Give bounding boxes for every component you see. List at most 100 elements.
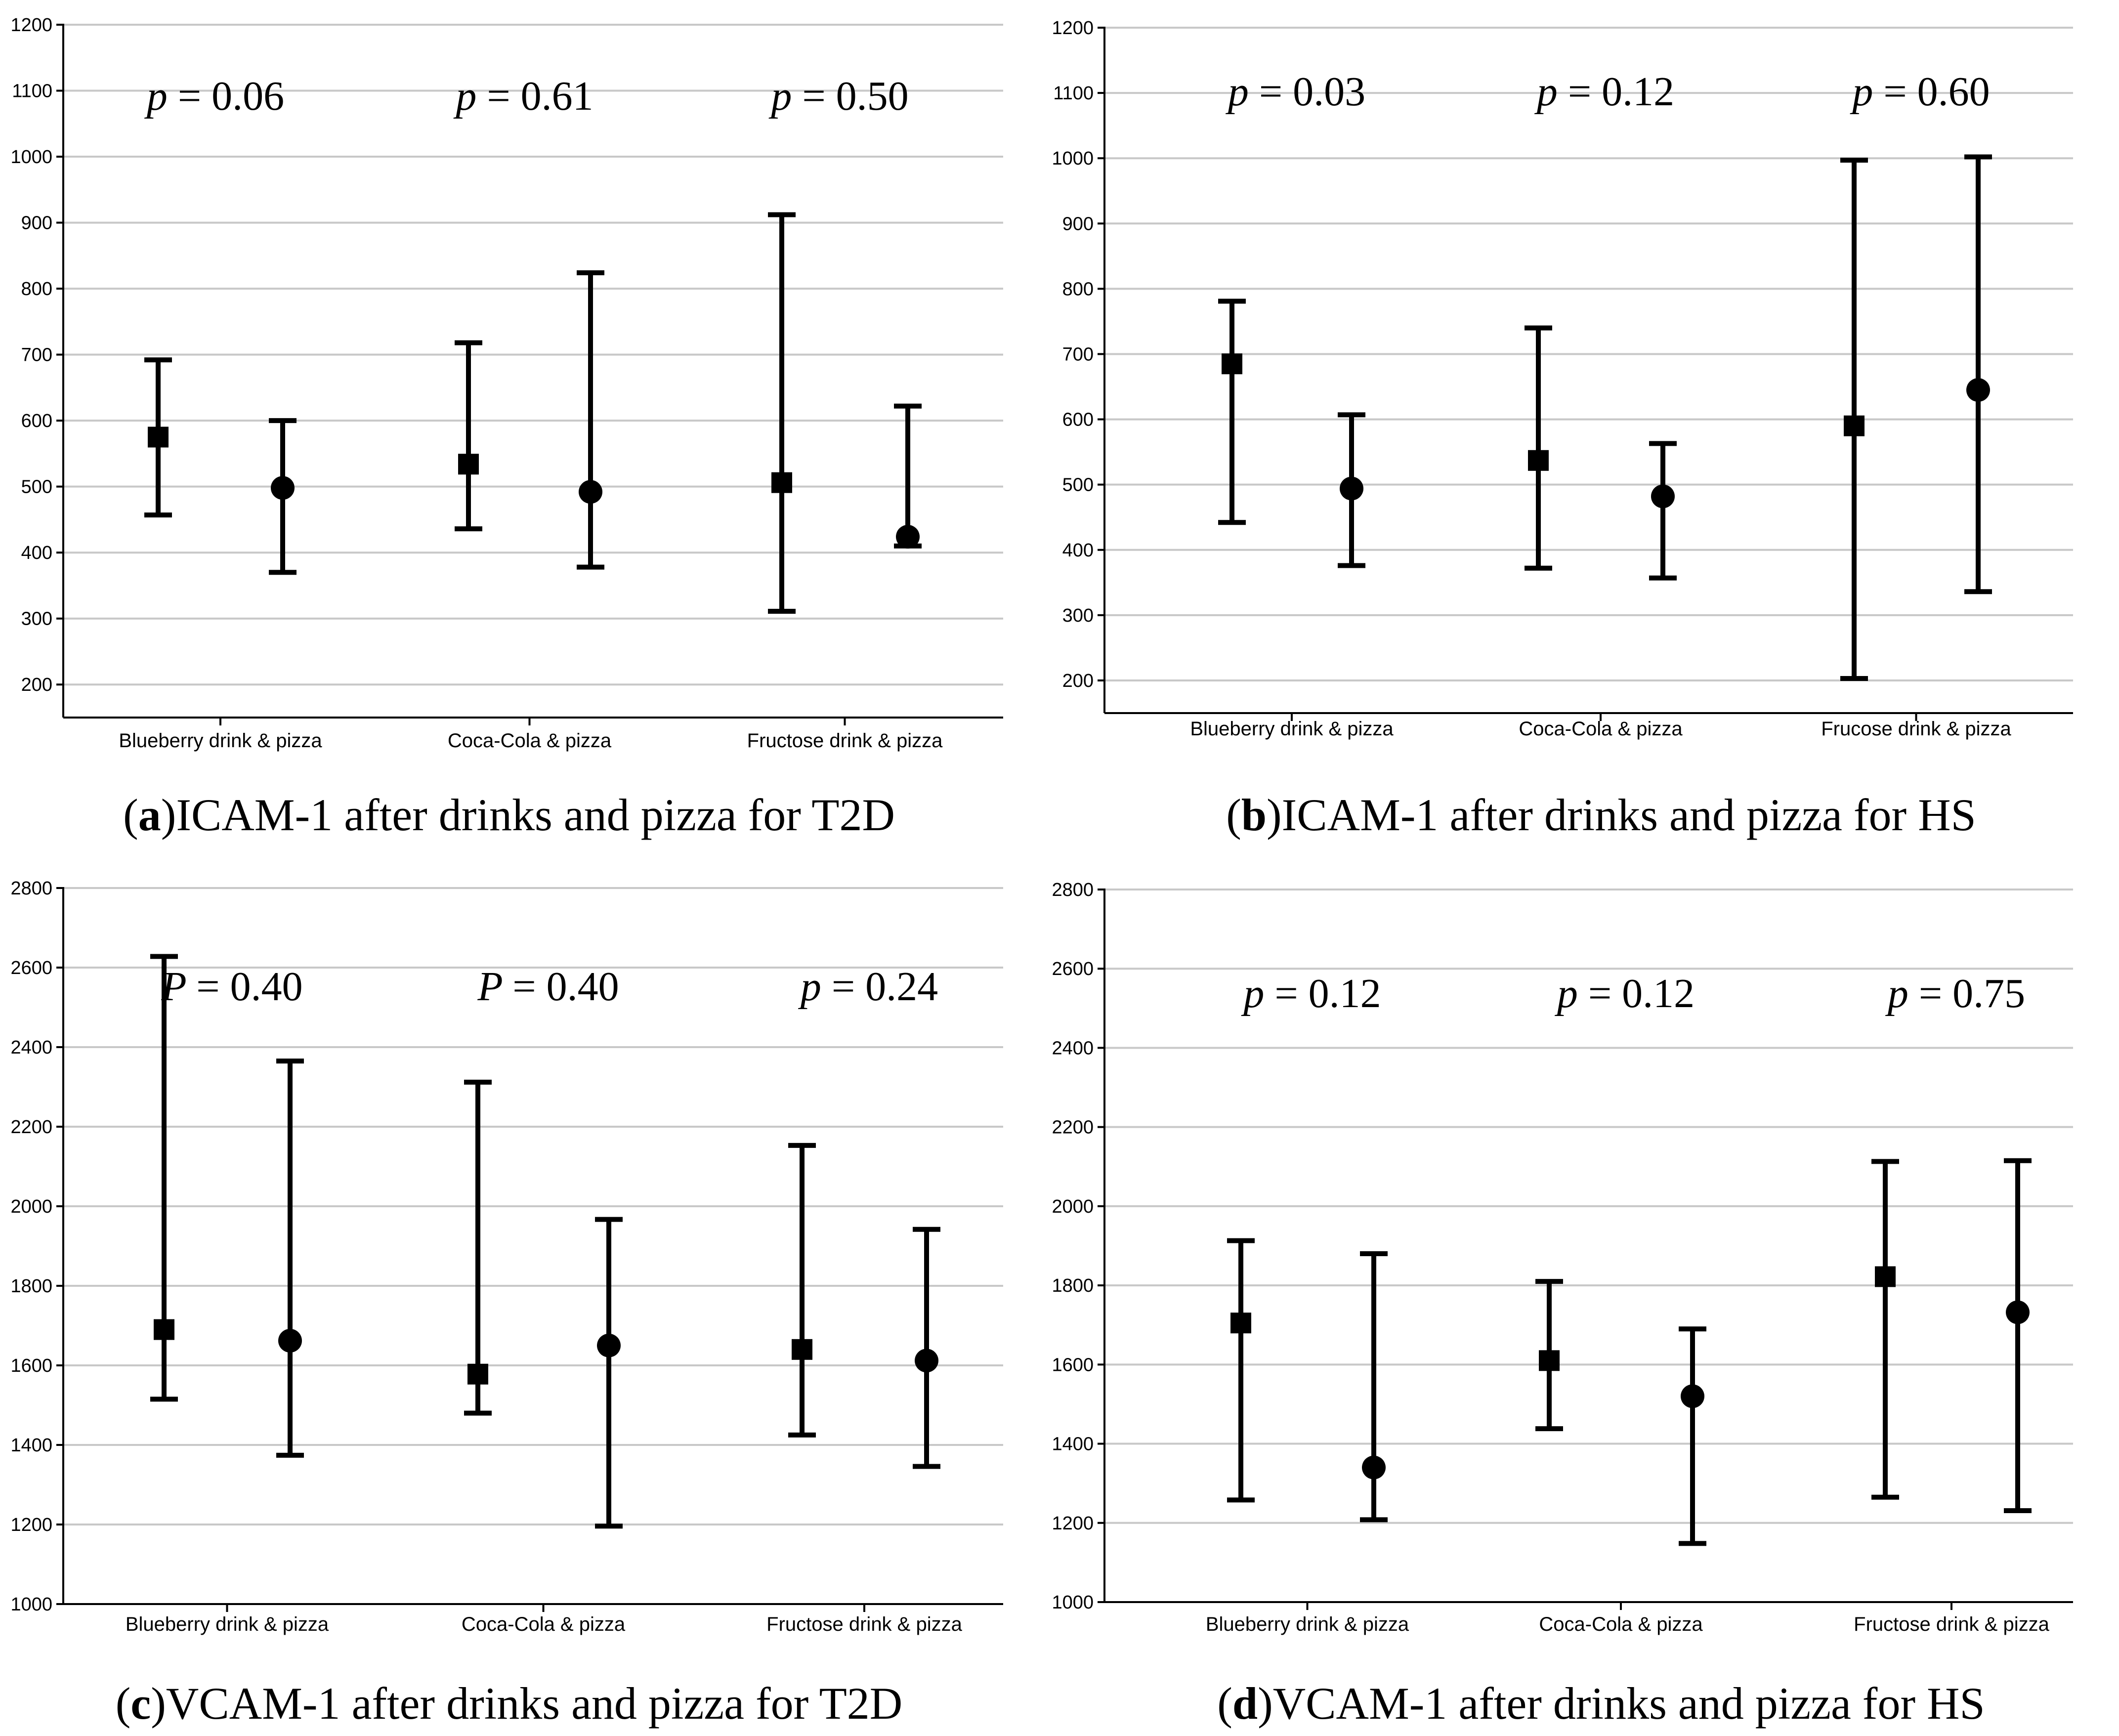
y-tick-label: 700 bbox=[21, 345, 52, 366]
y-tick-label: 2600 bbox=[10, 958, 52, 978]
y-tick-label: 200 bbox=[1062, 671, 1094, 691]
chart-panel-b: 200 300 400 500 600 700 800 900 1000 1100 1200 Blue… bbox=[1052, 18, 2073, 840]
mean-marker-circle bbox=[278, 1329, 302, 1353]
y-tick-label: 800 bbox=[1062, 279, 1094, 299]
y-tick-label: 1100 bbox=[1053, 83, 1094, 104]
p-value-number: = 0.03 bbox=[1259, 69, 1365, 115]
y-tick-label: 1400 bbox=[10, 1435, 52, 1456]
y-tick-label: 1800 bbox=[10, 1276, 52, 1297]
p-value-letter: P bbox=[477, 964, 512, 1010]
chart-panel-d: 1000 1200 1400 1600 1800 2000 2200 2400 2600 2800… bbox=[1052, 880, 2073, 1729]
category-label: Coca-Cola & pizza bbox=[1539, 1613, 1703, 1635]
caption-text: )ICAM-1 after drinks and pizza for T2D bbox=[161, 790, 895, 840]
p-value-label: p = 0.06 bbox=[144, 73, 284, 119]
category-label: Blueberry drink & pizza bbox=[126, 1613, 329, 1635]
p-value-label: p = 0.03 bbox=[1226, 69, 1365, 115]
mean-marker-square bbox=[1539, 1350, 1560, 1371]
mean-marker-square bbox=[1230, 1313, 1251, 1334]
y-tick-label: 1000 bbox=[1052, 1592, 1094, 1613]
category-label: Coca-Cola & pizza bbox=[1519, 718, 1683, 740]
mean-marker-square bbox=[792, 1339, 812, 1360]
y-tick-label: 1600 bbox=[1052, 1355, 1094, 1375]
mean-marker-circle bbox=[915, 1349, 938, 1373]
p-value-label: p = 0.61 bbox=[453, 73, 593, 119]
caption-letter: a bbox=[138, 790, 161, 840]
y-tick-label: 900 bbox=[1062, 213, 1094, 234]
p-value-label: p = 0.12 bbox=[1534, 69, 1674, 115]
y-tick-label: 1000 bbox=[10, 147, 52, 168]
y-tick-label: 300 bbox=[21, 609, 52, 630]
y-tick-label: 2400 bbox=[10, 1037, 52, 1058]
category-label: Blueberry drink & pizza bbox=[119, 730, 322, 752]
mean-marker-square bbox=[1844, 415, 1865, 436]
y-tick-label: 2400 bbox=[1052, 1038, 1094, 1059]
y-tick-label: 2200 bbox=[1052, 1117, 1094, 1138]
caption-paren-open: ( bbox=[123, 790, 138, 840]
panel-caption: (b)ICAM-1 after drinks and pizza for HS bbox=[1226, 790, 1976, 840]
p-value-number: = 0.24 bbox=[832, 964, 938, 1010]
y-tick-label: 2800 bbox=[10, 878, 52, 899]
p-value-number: = 0.06 bbox=[178, 73, 284, 119]
p-value-letter: p bbox=[768, 73, 802, 119]
y-tick-label: 1400 bbox=[1052, 1434, 1094, 1455]
y-tick-label: 500 bbox=[21, 477, 52, 498]
y-tick-label: 1200 bbox=[10, 15, 52, 36]
p-value-number: = 0.12 bbox=[1588, 971, 1695, 1016]
p-value-number: = 0.40 bbox=[512, 964, 619, 1010]
p-value-label: p = 0.12 bbox=[1555, 971, 1695, 1016]
category-label: Coca-Cola & pizza bbox=[448, 730, 612, 752]
mean-marker-square bbox=[1222, 353, 1242, 375]
p-value-label: p = 0.60 bbox=[1850, 69, 1990, 115]
y-tick-label: 1800 bbox=[1052, 1275, 1094, 1296]
mean-marker-square bbox=[154, 1319, 174, 1340]
y-tick-label: 400 bbox=[1062, 540, 1094, 561]
p-value-letter: p bbox=[1226, 69, 1259, 115]
p-value-number: = 0.61 bbox=[487, 73, 593, 119]
mean-marker-circle bbox=[1340, 476, 1363, 501]
p-value-number: = 0.50 bbox=[802, 73, 908, 119]
mean-marker-square bbox=[467, 1363, 488, 1385]
caption-letter: c bbox=[130, 1678, 151, 1729]
category-label: Blueberry drink & pizza bbox=[1206, 1613, 1409, 1635]
caption-text: )VCAM-1 after drinks and pizza for HS bbox=[1258, 1678, 1985, 1729]
caption-paren-open: ( bbox=[116, 1678, 131, 1729]
category-label: Fructose drink & pizza bbox=[747, 730, 943, 752]
y-tick-label: 1200 bbox=[10, 1515, 52, 1535]
y-tick-label: 900 bbox=[21, 213, 52, 234]
p-value-letter: p bbox=[1241, 971, 1274, 1016]
p-value-label: p = 0.50 bbox=[768, 73, 908, 119]
panel-caption: (c)VCAM-1 after drinks and pizza for T2D bbox=[116, 1678, 902, 1729]
p-value-number: = 0.12 bbox=[1274, 971, 1381, 1016]
category-label: Coca-Cola & pizza bbox=[462, 1613, 626, 1635]
y-tick-label: 2000 bbox=[10, 1196, 52, 1217]
y-tick-label: 400 bbox=[21, 543, 52, 563]
p-value-number: = 0.60 bbox=[1883, 69, 1990, 115]
mean-marker-square bbox=[148, 426, 169, 448]
mean-marker-square bbox=[771, 472, 792, 493]
chart-panel-a: 200 300 400 500 600 700 800 900 1000 1100 1200 Blue… bbox=[10, 15, 1003, 840]
y-tick-label: 2000 bbox=[1052, 1196, 1094, 1217]
caption-paren-open: ( bbox=[1217, 1678, 1232, 1729]
y-tick-label: 1200 bbox=[1052, 18, 1094, 39]
category-label: Fructose drink & pizza bbox=[766, 1613, 962, 1635]
mean-marker-circle bbox=[271, 476, 295, 500]
p-value-letter: p bbox=[1534, 69, 1568, 115]
mean-marker-circle bbox=[579, 480, 602, 504]
y-tick-label: 1000 bbox=[10, 1594, 52, 1615]
mean-marker-square bbox=[1875, 1266, 1896, 1287]
y-tick-label: 300 bbox=[1062, 605, 1094, 626]
p-value-number: = 0.75 bbox=[1919, 971, 2025, 1016]
p-value-letter: p bbox=[1885, 971, 1919, 1016]
p-value-label: p = 0.12 bbox=[1241, 971, 1381, 1016]
p-value-label: P = 0.40 bbox=[161, 964, 302, 1010]
caption-letter: d bbox=[1232, 1678, 1258, 1729]
p-value-letter: P bbox=[161, 964, 196, 1010]
mean-marker-circle bbox=[597, 1333, 621, 1357]
y-tick-label: 200 bbox=[21, 675, 52, 695]
p-value-label: P = 0.40 bbox=[477, 964, 619, 1010]
y-tick-label: 2600 bbox=[1052, 959, 1094, 979]
p-value-letter: p bbox=[144, 73, 178, 119]
mean-marker-square bbox=[458, 454, 479, 475]
p-value-letter: p bbox=[1850, 69, 1883, 115]
